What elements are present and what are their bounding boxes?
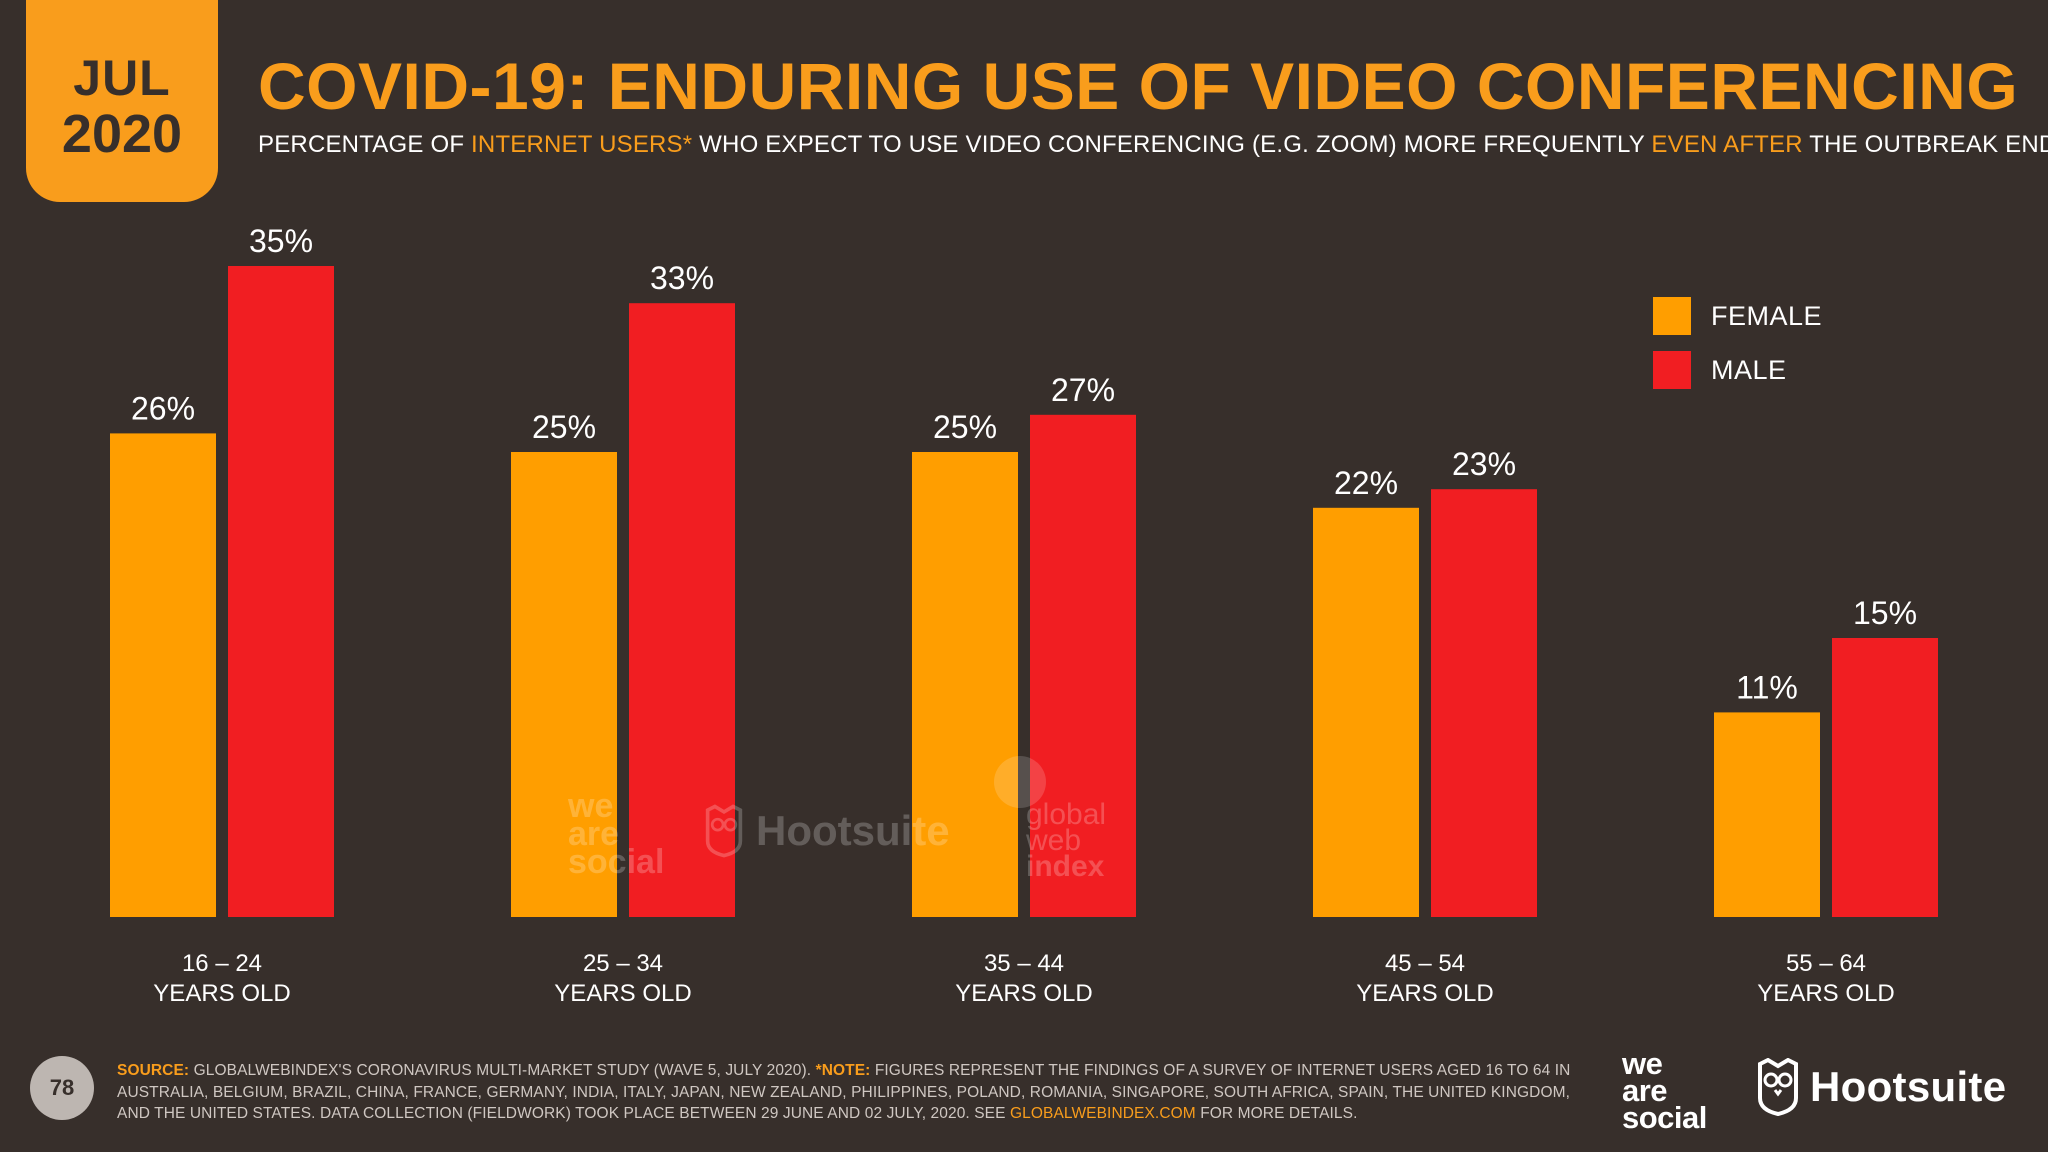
- data-label-female-1: 26%: [131, 390, 195, 426]
- x-tick-label-3-line-2: YEARS OLD: [955, 980, 1092, 1007]
- x-tick-label-4-line-1: 45 – 54: [1385, 950, 1465, 977]
- x-tick-label-5-line-1: 55 – 64: [1786, 950, 1866, 977]
- legend-item-female: FEMALE: [1653, 296, 1822, 336]
- bar-female-3: [912, 452, 1018, 917]
- x-tick-label-1-line-1: 16 – 24: [182, 950, 262, 977]
- bar-male-1: [228, 266, 334, 917]
- watermark-gwi-dot: [994, 756, 1046, 808]
- note-text: FIGURES REPRESENT THE FINDINGS OF A SURV…: [117, 1062, 1571, 1122]
- owl-icon: [705, 804, 743, 858]
- watermark-we-are-social: we are social: [568, 787, 665, 881]
- data-label-male-2: 33%: [650, 260, 714, 296]
- data-label-male-5: 15%: [1853, 595, 1917, 631]
- data-label-male-3: 27%: [1051, 372, 1115, 408]
- legend-swatch-female: [1653, 297, 1691, 335]
- source-key: SOURCE:: [117, 1062, 190, 1079]
- hootsuite-logo: Hootsuite: [1756, 1058, 2006, 1116]
- page-subtitle: PERCENTAGE OF INTERNET USERS* WHO EXPECT…: [258, 131, 2048, 159]
- x-tick-label-1-line-2: YEARS OLD: [153, 980, 290, 1007]
- bar-male-4: [1431, 489, 1537, 917]
- page-title: COVID-19: ENDURING USE OF VIDEO CONFEREN…: [258, 49, 2019, 123]
- subtitle-highlight-2: EVEN AFTER: [1651, 131, 1803, 158]
- data-label-male-4: 23%: [1452, 446, 1516, 482]
- x-tick-label-3-line-1: 35 – 44: [984, 950, 1064, 977]
- data-label-female-2: 25%: [532, 409, 596, 445]
- watermark-globalwebindex: global web index: [1026, 798, 1107, 883]
- subtitle-text-2: WHO EXPECT TO USE VIDEO CONFERENCING (E.…: [692, 131, 1652, 158]
- legend-label-female: FEMALE: [1711, 300, 1823, 331]
- watermark-hootsuite: Hootsuite: [704, 804, 950, 858]
- badge-month: JUL: [73, 50, 171, 106]
- we-are-social-logo: we are social: [1622, 1046, 1707, 1135]
- bar-male-5: [1832, 638, 1938, 917]
- data-label-female-5: 11%: [1736, 669, 1798, 705]
- subtitle-highlight-1: INTERNET USERS*: [471, 131, 693, 158]
- x-tick-label-5-line-2: YEARS OLD: [1757, 980, 1894, 1007]
- data-label-female-4: 22%: [1334, 465, 1398, 501]
- x-tick-label-2-line-1: 25 – 34: [583, 950, 663, 977]
- source-text: GLOBALWEBINDEX'S CORONAVIRUS MULTI-MARKE…: [189, 1062, 816, 1079]
- page-number: 78: [30, 1056, 94, 1120]
- chart-legend: FEMALE MALE: [1653, 296, 1822, 404]
- legend-label-male: MALE: [1711, 354, 1787, 385]
- data-label-female-3: 25%: [933, 409, 997, 445]
- note-key: *NOTE:: [815, 1062, 871, 1079]
- legend-item-male: MALE: [1653, 350, 1822, 390]
- bar-female-4: [1313, 507, 1419, 917]
- subtitle-text-1: PERCENTAGE OF: [258, 131, 472, 158]
- bar-female-5: [1714, 712, 1820, 917]
- source-link[interactable]: GLOBALWEBINDEX.COM: [1009, 1105, 1196, 1122]
- data-label-male-1: 35%: [249, 223, 313, 259]
- bar-female-2: [511, 452, 617, 917]
- legend-swatch-male: [1653, 351, 1691, 389]
- bar-male-2: [629, 303, 735, 917]
- date-badge: JUL 2020: [26, 0, 218, 202]
- bar-male-3: [1030, 414, 1136, 917]
- bar-female-1: [110, 433, 216, 917]
- source-note: SOURCE: GLOBALWEBINDEX'S CORONAVIRUS MUL…: [117, 1060, 1587, 1125]
- owl-icon: [1758, 1058, 1798, 1116]
- badge-year: 2020: [61, 104, 183, 164]
- footer-end: FOR MORE DETAILS.: [1195, 1105, 1358, 1122]
- x-tick-label-2-line-2: YEARS OLD: [554, 980, 691, 1007]
- x-tick-label-4-line-2: YEARS OLD: [1356, 980, 1493, 1007]
- subtitle-text-3: THE OUTBREAK ENDS: [1802, 131, 2048, 158]
